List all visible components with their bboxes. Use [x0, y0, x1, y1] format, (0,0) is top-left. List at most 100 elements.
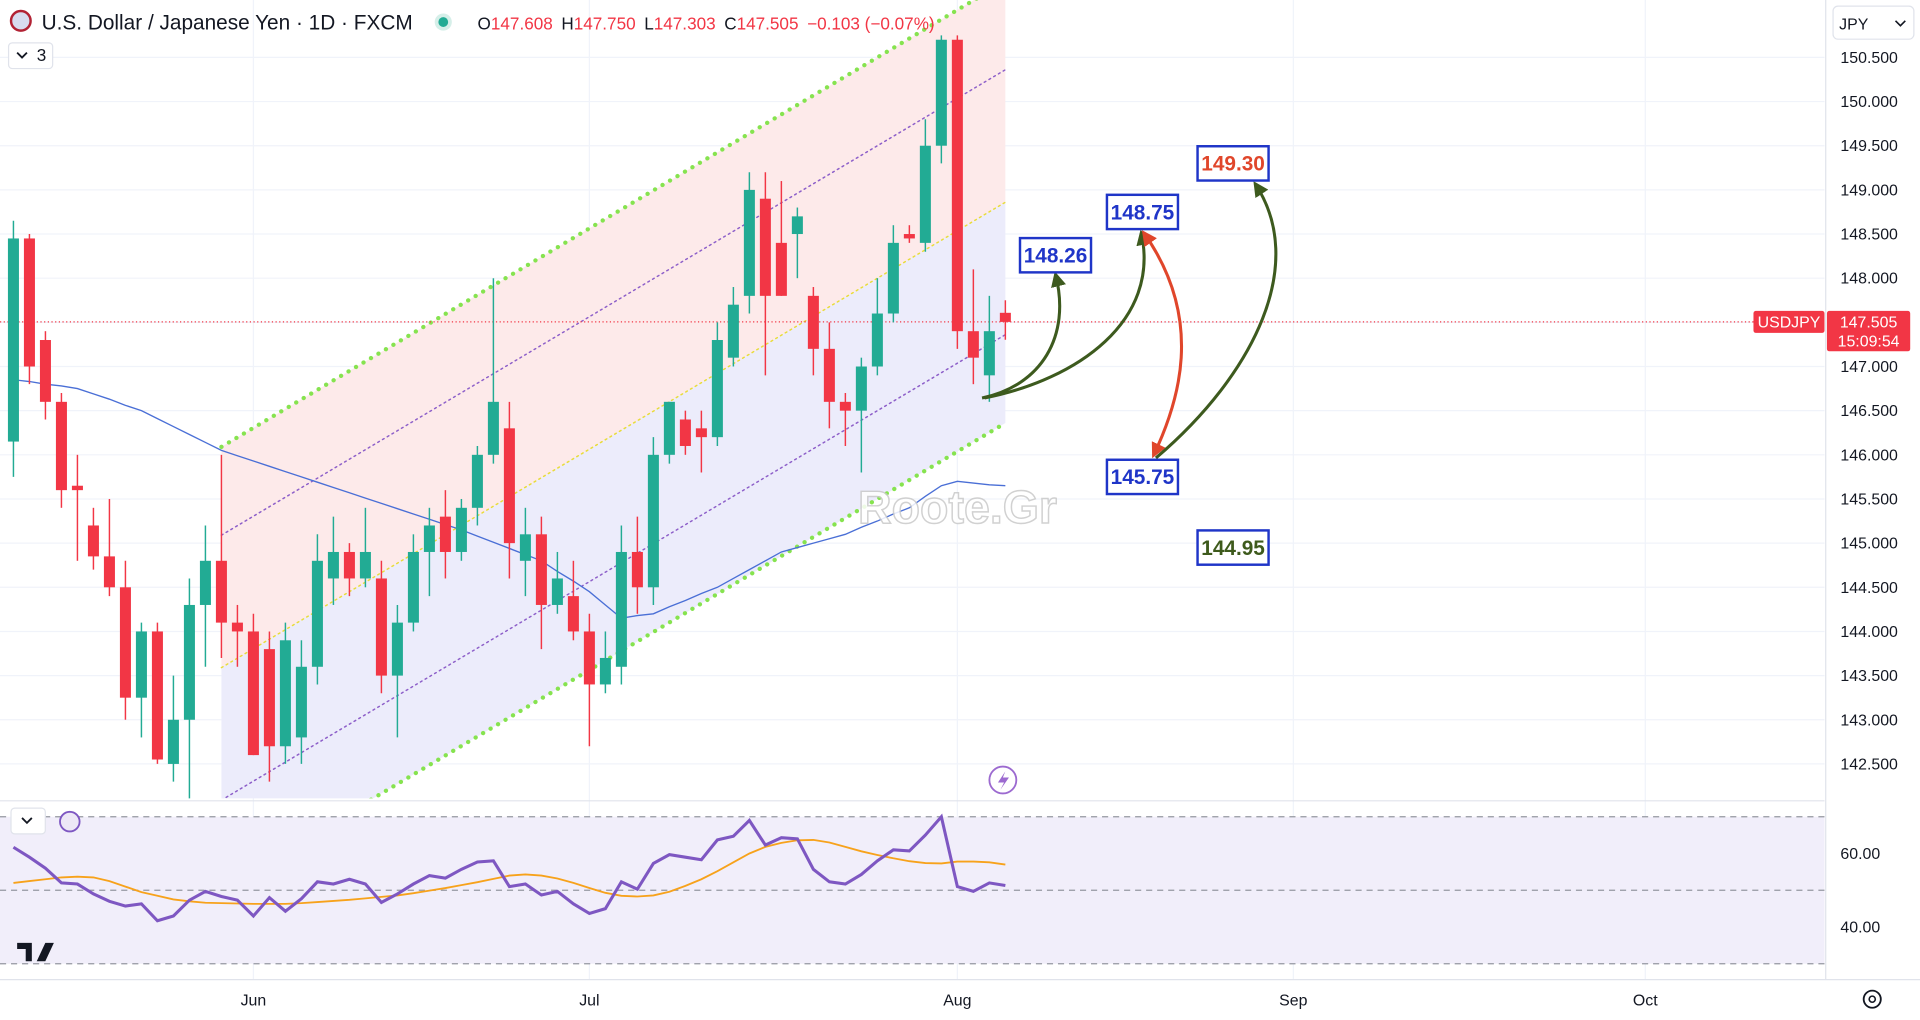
currency-select[interactable]: JPY	[1832, 5, 1915, 40]
y-tick-label: 145.000	[1840, 536, 1898, 553]
ohlc-header: O147.608 H147.750 L147.303 C147.505 −0.103 (…	[478, 13, 935, 33]
change: −0.103 (−0.07%)	[807, 13, 935, 33]
y-tick-label: 146.500	[1840, 403, 1898, 420]
candle-body	[55, 401, 67, 491]
y-tick-label: 143.500	[1840, 668, 1898, 685]
annotation-label: 148.75	[1111, 201, 1175, 224]
symbol-badge	[1753, 310, 1825, 333]
candle-body	[711, 340, 723, 438]
candle-body	[359, 551, 371, 579]
candle-body	[311, 560, 323, 667]
top-layer: USDJPY 147.505 15:09:54 148.26 148.75 149.30 1…	[1018, 145, 1911, 566]
axis-layer: 142.500 143.000 143.500 144.000 144.500 145.0…	[241, 50, 1898, 1009]
candle-body	[151, 631, 163, 760]
rsi-toggle[interactable]	[10, 807, 46, 835]
y-tick-label: 150.500	[1840, 50, 1898, 67]
candle-body	[647, 454, 659, 588]
price-label: 147.505	[1840, 314, 1898, 331]
candle-body	[167, 719, 179, 764]
candle-body	[903, 234, 915, 239]
candle-body	[183, 604, 195, 720]
candle-body	[295, 666, 307, 738]
channel-lower-fill	[221, 202, 1006, 799]
annotation-label: 144.95	[1201, 537, 1265, 560]
annotation-label: 145.75	[1111, 466, 1175, 489]
channel-layer	[219, 0, 1008, 799]
candle-body	[695, 428, 707, 438]
y-tick-label: 148.000	[1840, 271, 1898, 288]
candle-body	[343, 551, 355, 579]
countdown: 15:09:54	[1838, 333, 1900, 350]
candle-body	[87, 525, 99, 557]
indicator-toggle-box[interactable]	[7, 42, 54, 70]
candle-body	[791, 216, 803, 235]
candle-body	[375, 578, 387, 676]
candle-body	[775, 242, 787, 296]
candle-body	[71, 485, 83, 491]
candle-body	[759, 198, 771, 296]
candle-body	[967, 331, 979, 358]
rsi-layer	[0, 813, 1825, 965]
candle-body	[391, 622, 403, 676]
h-value: 147.750	[574, 13, 636, 33]
alert-bolt	[997, 771, 1009, 790]
candle-body	[823, 348, 835, 402]
candle-body	[519, 534, 531, 561]
channel-line	[220, 69, 1007, 536]
x-tick-label: Sep	[1279, 992, 1307, 1009]
candle-body	[599, 657, 611, 685]
x-tick-label: Oct	[1633, 992, 1658, 1009]
candle-body	[119, 587, 131, 698]
y-tick-label: 145.500	[1840, 491, 1898, 508]
annotation-box	[1018, 236, 1093, 274]
candle-body	[263, 649, 275, 747]
candle-body	[455, 507, 467, 552]
annotation-box	[1196, 529, 1270, 566]
rsi-icon[interactable]	[59, 810, 81, 833]
candle-body	[23, 238, 35, 367]
candle-body	[471, 454, 483, 508]
candle-body	[103, 556, 115, 588]
candle-body	[999, 312, 1011, 322]
candle-body	[279, 640, 291, 747]
candle-body	[535, 534, 547, 605]
chevron	[21, 817, 33, 825]
annotation-box	[1105, 458, 1180, 496]
rsi-tick-label: 60.00	[1840, 846, 1880, 863]
candle-body	[727, 304, 739, 358]
c-value: 147.505	[737, 13, 799, 33]
candle-body	[871, 313, 883, 367]
candle-body	[663, 401, 675, 455]
candle-body	[327, 551, 339, 579]
candle-body	[887, 242, 899, 314]
x-tick-label: Jul	[579, 992, 599, 1009]
rsi-ma-line	[13, 838, 1006, 905]
candle-body	[7, 238, 19, 442]
candle-body	[839, 401, 851, 411]
candle-body	[215, 560, 227, 623]
y-tick-label: 149.000	[1840, 182, 1898, 199]
arrow	[981, 271, 1066, 400]
o-value: 147.608	[491, 13, 553, 33]
channel-line	[222, 333, 1007, 799]
rsi-tick-label: 40.00	[1840, 920, 1880, 937]
candle-body	[743, 189, 755, 296]
candle-body	[199, 560, 211, 605]
y-tick-label: 150.000	[1840, 94, 1898, 111]
candle-body	[631, 551, 643, 588]
rsi-band	[0, 816, 1825, 964]
l-value: 147.303	[654, 13, 716, 33]
settings-icon[interactable]	[1862, 989, 1882, 1009]
y-tick-label: 142.500	[1840, 756, 1898, 773]
annotation-box	[1105, 193, 1180, 231]
candle-body	[951, 39, 963, 332]
watermark: Roote.Gr	[858, 481, 1057, 533]
candle-body	[567, 596, 579, 632]
channel-upper-fill	[221, 0, 1006, 668]
c-label: C	[724, 13, 736, 33]
indicator-toggle[interactable]: 3	[7, 42, 54, 70]
candle-body	[439, 516, 451, 552]
currency-box[interactable]	[1832, 5, 1915, 40]
y-tick-label: 148.500	[1840, 227, 1898, 244]
